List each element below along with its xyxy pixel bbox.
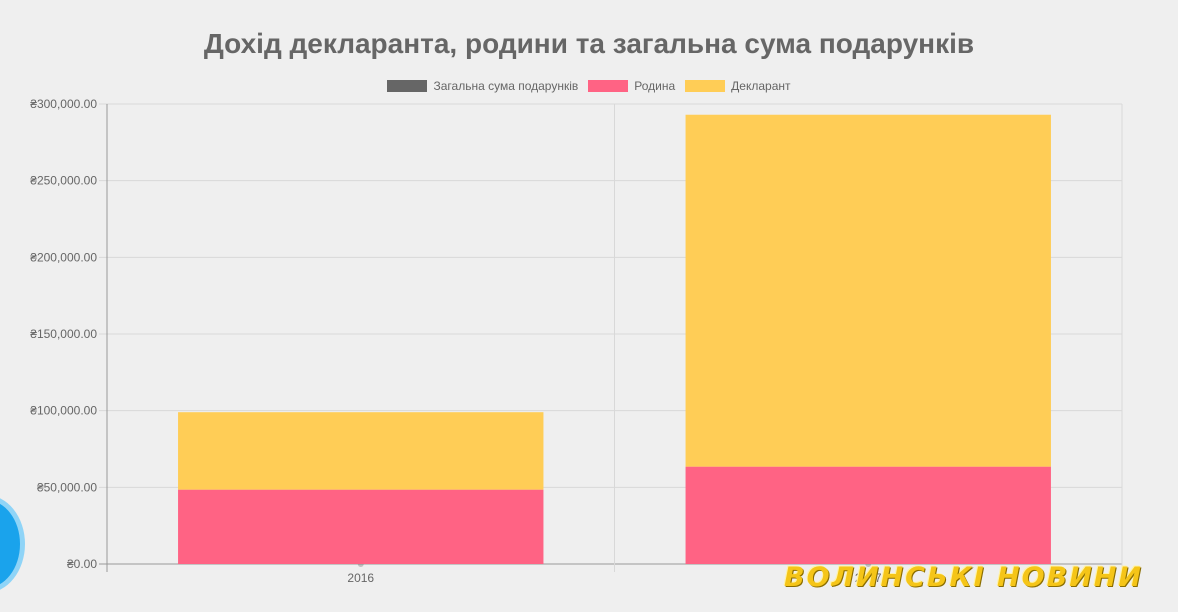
legend-label-gifts: Загальна сума подарунків (433, 79, 579, 93)
x-tick-label-0: 2016 (347, 571, 374, 585)
legend-swatch-gifts (387, 80, 428, 92)
y-tick-label-4: ₴200,000.00 (30, 250, 97, 264)
legend-item-family[interactable]: Родина (588, 79, 675, 93)
bar-2017-series-1 (685, 466, 1051, 564)
chart-legend: Загальна сума подарунків Родина Декларан… (0, 79, 1178, 93)
legend-item-declarant[interactable]: Декларант (685, 79, 791, 93)
bar-2016-series-2 (178, 412, 544, 490)
y-tick-label-6: ₴300,000.00 (30, 97, 97, 111)
y-tick-label-5: ₴250,000.00 (30, 174, 97, 188)
legend-item-gifts[interactable]: Загальна сума подарунків (387, 79, 578, 93)
bar-2016-series-1 (178, 489, 544, 564)
x-tick-label-1: 2017 (855, 571, 882, 585)
y-tick-label-0: ₴0.00 (67, 557, 97, 571)
y-tick-label-3: ₴150,000.00 (30, 327, 97, 341)
bar-2017-series-2 (685, 114, 1051, 467)
legend-swatch-declarant (685, 80, 726, 92)
legend-label-family: Родина (634, 79, 676, 93)
chart-title: Дохід декларанта, родини та загальна сум… (203, 28, 975, 59)
watermark-logo: ВОЛИНСЬКІ НОВИНИ (784, 562, 1143, 593)
legend-swatch-family (588, 80, 629, 92)
legend-label-declarant: Декларант (731, 79, 791, 93)
side-widget-button[interactable] (0, 500, 20, 588)
y-tick-label-1: ₴50,000.00 (37, 480, 97, 494)
y-tick-label-2: ₴100,000.00 (30, 404, 97, 418)
